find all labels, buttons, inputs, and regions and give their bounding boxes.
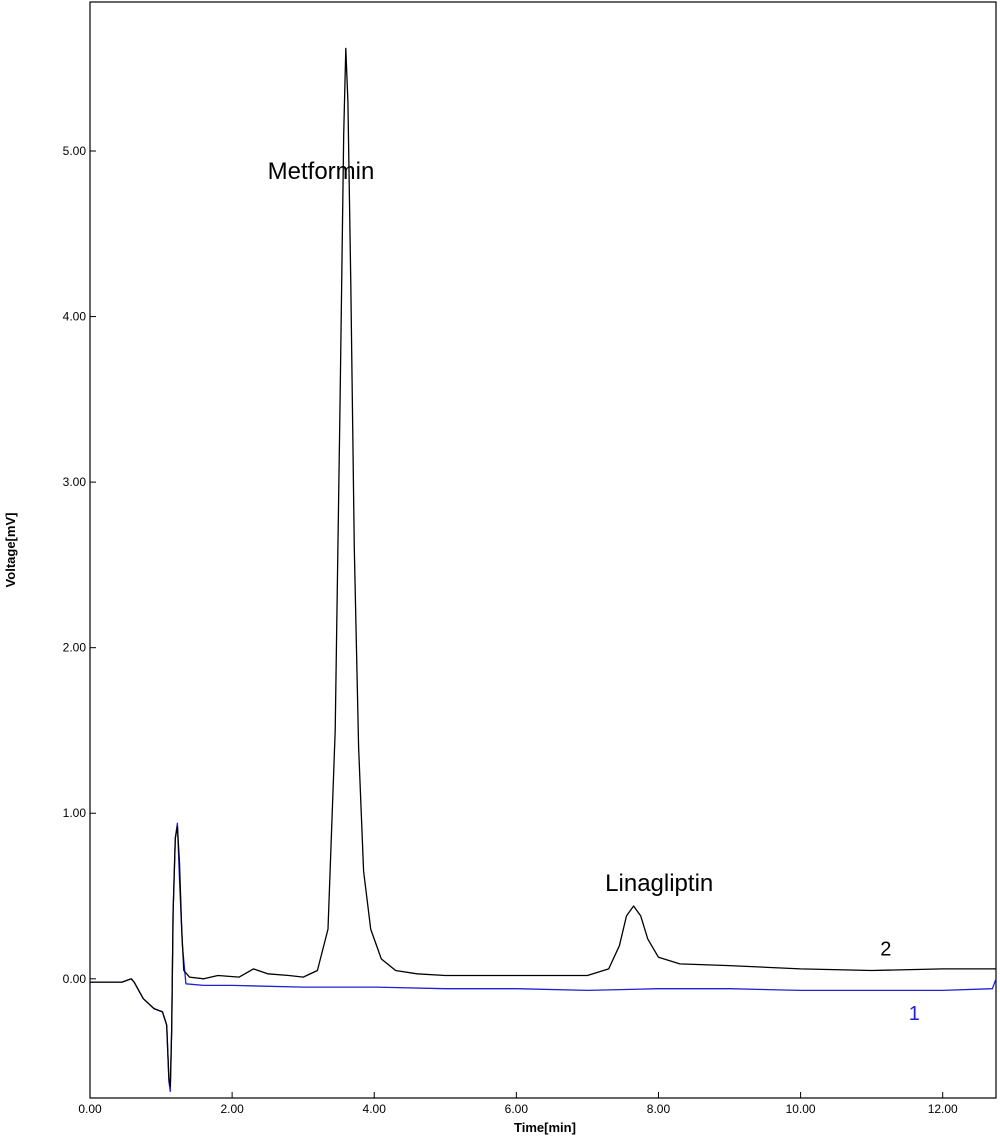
y-axis-title: Voltage[mV] xyxy=(3,513,18,588)
peak-annotation: Linagliptin xyxy=(605,870,713,897)
y-tick-label: 3.00 xyxy=(63,475,87,489)
x-tick-label: 0.00 xyxy=(78,1102,102,1116)
x-tick-label: 8.00 xyxy=(647,1102,671,1116)
annotation-layer: Metformin Linagliptin 2 1 xyxy=(268,158,920,1025)
y-tick-label: 0.00 xyxy=(63,972,87,986)
series-line-2 xyxy=(90,47,996,1088)
y-tick-label: 4.00 xyxy=(63,310,87,324)
y-tick-label: 2.00 xyxy=(63,641,87,655)
peak-annotation: Metformin xyxy=(268,158,375,185)
x-axis-ticks: 0.00 2.00 4.00 6.00 8.00 10.00 12.00 xyxy=(78,1092,958,1116)
trace-label: 1 xyxy=(909,1003,920,1025)
y-tick-label: 5.00 xyxy=(63,144,87,158)
plot-frame xyxy=(89,1,997,1099)
x-tick-label: 2.00 xyxy=(220,1102,244,1116)
y-axis-ticks: 0.00 1.00 2.00 3.00 4.00 5.00 xyxy=(63,144,96,986)
x-tick-label: 6.00 xyxy=(505,1102,529,1116)
series-layer xyxy=(90,47,997,1093)
x-tick-label: 10.00 xyxy=(786,1102,816,1116)
x-tick-label: 12.00 xyxy=(928,1102,958,1116)
series-line-1 xyxy=(90,822,997,1093)
y-tick-label: 1.00 xyxy=(63,806,87,820)
x-axis-title: Time[min] xyxy=(514,1120,576,1135)
x-tick-label: 4.00 xyxy=(363,1102,387,1116)
trace-label: 2 xyxy=(880,939,891,961)
